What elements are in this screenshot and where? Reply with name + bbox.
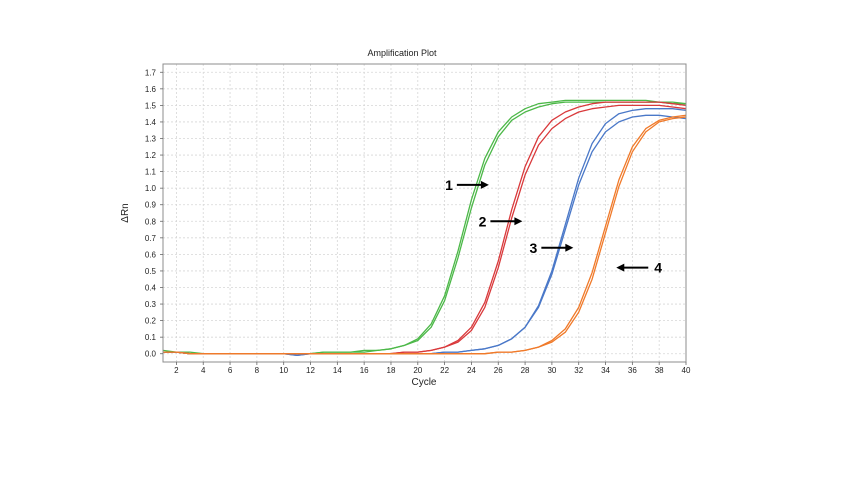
y-tick-label: 0.1 [145,333,157,342]
x-tick-label: 12 [306,366,315,375]
annotation-label: 3 [530,240,538,256]
x-tick-label: 14 [333,366,342,375]
y-tick-label: 1.7 [145,68,157,77]
annotation-arrow-head [480,180,489,189]
x-tick-label: 30 [547,366,556,375]
x-tick-label: 16 [360,366,369,375]
x-tick-label: 24 [467,366,476,375]
plot-area-frame [162,63,687,363]
x-tick-label: 20 [413,366,422,375]
annotation-label: 1 [445,177,453,193]
annotation-label: 2 [479,213,487,229]
x-tick-label: 10 [279,366,288,375]
y-tick-label: 0.9 [145,201,157,210]
x-axis-label: Cycle [411,377,436,388]
y-tick-label: 0.6 [145,250,157,259]
x-axis-ticks: 2 4 6 8 10 12 14 16 18 20 22 24 26 28 30 32 34 36 38 40 [174,362,691,375]
chart-series-group [162,99,687,357]
x-tick-label: 28 [521,366,530,375]
chart-annotations: 1 2 3 4 [445,177,662,276]
y-tick-label: 0.5 [145,267,157,276]
y-axis-ticks: 0.0 0.1 0.2 0.3 0.4 0.5 0.6 0.7 0.8 0.9 1.0 1.1 1.2 1… [145,68,163,359]
x-tick-label: 22 [440,366,449,375]
y-tick-label: 1.6 [145,85,157,94]
y-tick-label: 0.2 [145,317,157,326]
y-axis-label: ΔRn [120,203,131,222]
x-tick-label: 34 [601,366,610,375]
annotation-1: 1 [445,177,489,193]
y-tick-label: 1.2 [145,151,157,160]
x-tick-label: 6 [228,366,233,375]
y-tick-label: 0.8 [145,217,157,226]
y-tick-label: 0.7 [145,234,157,243]
y-tick-label: 1.1 [145,168,157,177]
annotation-3: 3 [530,240,574,256]
series-line-8 [163,114,687,355]
y-tick-label: 0.3 [145,300,157,309]
y-tick-label: 0.0 [145,350,157,359]
annotation-arrow-head [565,243,574,252]
chart-title: Amplification Plot [367,48,437,58]
annotation-arrow-head [514,217,523,226]
y-tick-label: 0.4 [145,284,157,293]
x-tick-label: 8 [255,366,260,375]
x-tick-label: 4 [201,366,206,375]
annotation-4: 4 [616,260,662,276]
x-tick-label: 38 [655,366,664,375]
x-tick-label: 26 [494,366,503,375]
x-tick-label: 40 [682,366,691,375]
x-tick-label: 32 [574,366,583,375]
annotation-arrow-head [616,263,625,272]
annotation-label: 4 [654,260,662,276]
y-tick-label: 1.0 [145,184,157,193]
annotation-2: 2 [479,213,523,229]
x-tick-label: 18 [387,366,396,375]
x-tick-label: 36 [628,366,637,375]
y-tick-label: 1.4 [145,118,157,127]
y-tick-label: 1.3 [145,135,157,144]
y-tick-label: 1.5 [145,101,157,110]
x-tick-label: 2 [174,366,179,375]
